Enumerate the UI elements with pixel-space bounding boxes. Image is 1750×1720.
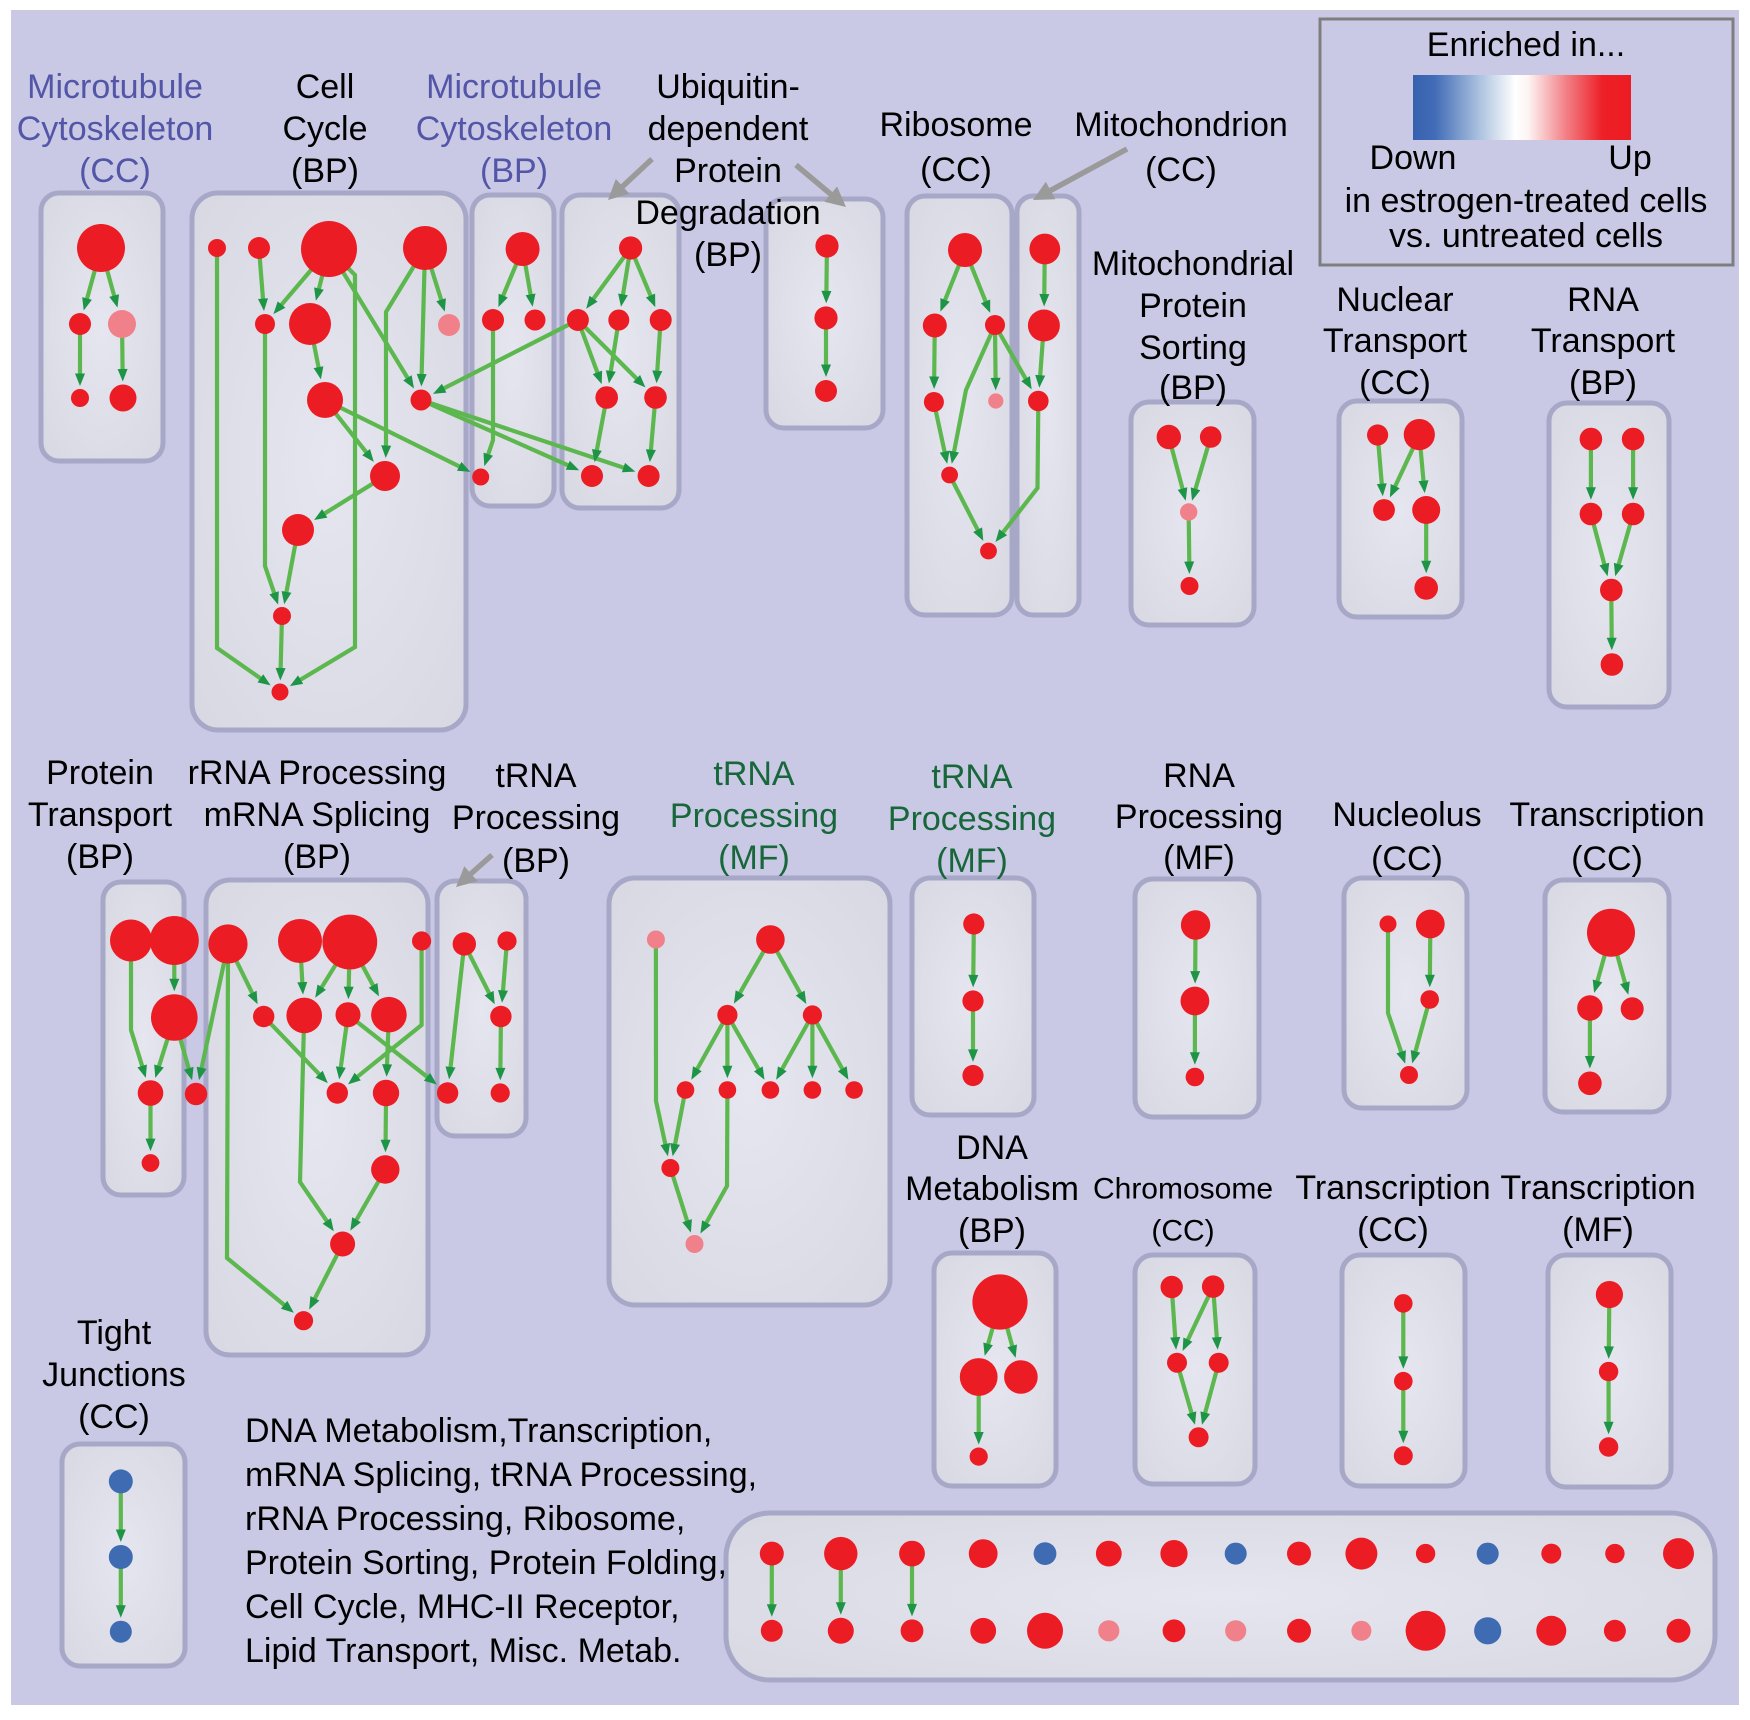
svg-text:Ribosome: Ribosome (879, 106, 1032, 144)
svg-text:Transcription: Transcription (1509, 796, 1704, 834)
svg-text:(CC): (CC) (1371, 840, 1443, 878)
svg-text:Microtubule: Microtubule (426, 68, 602, 106)
svg-text:Processing: Processing (1115, 798, 1283, 836)
svg-text:Cytoskeleton: Cytoskeleton (17, 110, 214, 148)
svg-text:(CC): (CC) (1145, 151, 1217, 189)
svg-text:Tight: Tight (77, 1314, 152, 1352)
svg-text:(CC): (CC) (920, 151, 992, 189)
svg-text:(CC): (CC) (1571, 840, 1643, 878)
svg-text:rRNA Processing: rRNA Processing (188, 754, 447, 792)
svg-text:(MF): (MF) (1163, 839, 1235, 877)
svg-text:Protein: Protein (674, 152, 782, 190)
svg-text:Processing: Processing (670, 797, 838, 835)
svg-text:Microtubule: Microtubule (27, 68, 203, 106)
svg-text:(MF): (MF) (936, 842, 1008, 880)
svg-text:Transport: Transport (1531, 322, 1676, 360)
svg-text:Protein: Protein (1139, 287, 1247, 325)
svg-text:(MF): (MF) (1562, 1211, 1634, 1249)
svg-text:(CC): (CC) (79, 152, 151, 190)
svg-text:(BP): (BP) (283, 838, 351, 876)
svg-text:(BP): (BP) (291, 152, 359, 190)
svg-text:Cytoskeleton: Cytoskeleton (416, 110, 613, 148)
svg-text:(BP): (BP) (1159, 369, 1227, 407)
svg-text:Cell Cycle, MHC-II Receptor,: Cell Cycle, MHC-II Receptor, (245, 1588, 680, 1626)
svg-text:Enriched in...: Enriched in... (1427, 26, 1625, 64)
svg-text:Processing: Processing (452, 799, 620, 837)
svg-text:(BP): (BP) (1569, 364, 1637, 402)
svg-text:Mitochondrion: Mitochondrion (1074, 106, 1288, 144)
svg-text:(BP): (BP) (502, 842, 570, 880)
svg-text:Sorting: Sorting (1139, 329, 1247, 367)
svg-text:rRNA Processing, Ribosome,: rRNA Processing, Ribosome, (245, 1500, 685, 1538)
svg-text:Cell: Cell (296, 68, 355, 106)
svg-text:Down: Down (1370, 139, 1457, 177)
svg-text:Transcription: Transcription (1295, 1169, 1490, 1207)
svg-text:Transport: Transport (1323, 322, 1468, 360)
svg-text:Nucleolus: Nucleolus (1332, 796, 1481, 834)
svg-text:(CC): (CC) (1151, 1215, 1214, 1248)
svg-text:(BP): (BP) (958, 1212, 1026, 1250)
svg-text:(CC): (CC) (78, 1398, 150, 1436)
svg-text:(BP): (BP) (480, 152, 548, 190)
svg-text:mRNA Splicing, tRNA Processing: mRNA Splicing, tRNA Processing, (245, 1456, 757, 1494)
svg-text:Nuclear: Nuclear (1336, 281, 1453, 319)
svg-text:tRNA: tRNA (713, 755, 795, 793)
svg-text:vs. untreated cells: vs. untreated cells (1389, 217, 1663, 255)
svg-text:Protein: Protein (46, 754, 154, 792)
svg-text:Up: Up (1608, 139, 1651, 177)
svg-text:mRNA Splicing: mRNA Splicing (204, 796, 431, 834)
svg-text:Mitochondrial: Mitochondrial (1092, 245, 1294, 283)
svg-text:in estrogen-treated cells: in estrogen-treated cells (1345, 182, 1708, 220)
svg-text:DNA: DNA (956, 1129, 1028, 1167)
svg-text:(MF): (MF) (718, 839, 790, 877)
svg-text:Transcription: Transcription (1500, 1169, 1695, 1207)
svg-text:(CC): (CC) (1357, 1211, 1429, 1249)
svg-text:Chromosome: Chromosome (1093, 1173, 1273, 1206)
svg-text:(BP): (BP) (66, 838, 134, 876)
svg-text:RNA: RNA (1567, 281, 1639, 319)
svg-text:tRNA: tRNA (495, 757, 577, 795)
svg-text:Degradation: Degradation (635, 194, 820, 232)
svg-text:Protein Sorting, Protein Foldi: Protein Sorting, Protein Folding, (245, 1544, 727, 1582)
svg-text:Cycle: Cycle (282, 110, 367, 148)
svg-text:dependent: dependent (648, 110, 809, 148)
svg-text:Transport: Transport (28, 796, 173, 834)
svg-text:Metabolism: Metabolism (905, 1170, 1079, 1208)
svg-text:(BP): (BP) (694, 236, 762, 274)
svg-text:tRNA: tRNA (931, 758, 1013, 796)
svg-text:Processing: Processing (888, 800, 1056, 838)
svg-text:(CC): (CC) (1359, 364, 1431, 402)
svg-text:Ubiquitin-: Ubiquitin- (656, 68, 800, 106)
svg-text:RNA: RNA (1163, 757, 1235, 795)
svg-text:Lipid Transport, Misc. Metab.: Lipid Transport, Misc. Metab. (245, 1632, 682, 1670)
svg-text:Junctions: Junctions (42, 1356, 186, 1394)
svg-text:DNA Metabolism,Transcription,: DNA Metabolism,Transcription, (245, 1412, 712, 1450)
